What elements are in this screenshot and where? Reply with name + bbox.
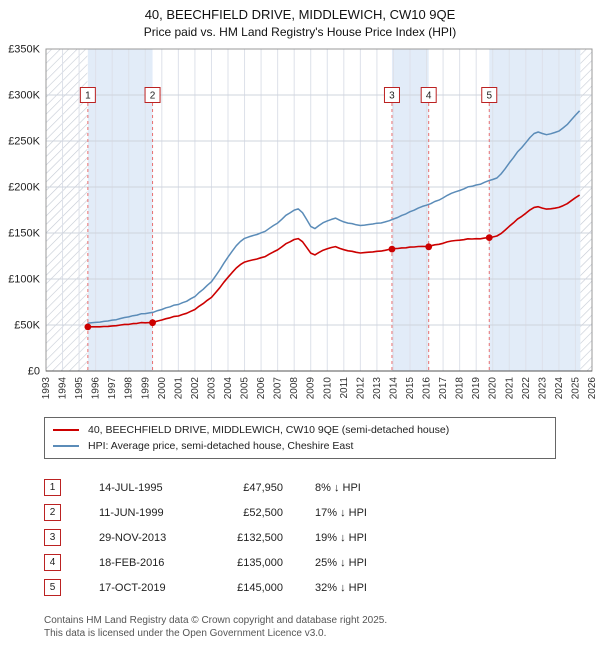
svg-text:2012: 2012 (355, 377, 366, 400)
svg-text:1999: 1999 (140, 377, 151, 400)
svg-text:2008: 2008 (289, 377, 300, 400)
page-title: 40, BEECHFIELD DRIVE, MIDDLEWICH, CW10 9… (144, 7, 456, 22)
svg-text:£50K: £50K (14, 320, 40, 332)
svg-text:2003: 2003 (206, 377, 217, 400)
sale-price: £145,000 (237, 581, 283, 594)
sale-price: £47,950 (243, 481, 283, 494)
svg-text:£100K: £100K (8, 274, 40, 286)
sale-number-badge: 4 (44, 554, 61, 571)
sale-date: 17-OCT-2019 (99, 581, 166, 594)
svg-text:2024: 2024 (554, 377, 565, 400)
svg-text:2014: 2014 (388, 377, 399, 400)
sale-row: 3 29-NOV-2013 £132,500 19% ↓ HPI (44, 525, 600, 550)
svg-text:2004: 2004 (223, 377, 234, 400)
svg-text:5: 5 (486, 91, 492, 102)
sale-price: £135,000 (237, 556, 283, 569)
legend-row-hpi: HPI: Average price, semi-detached house,… (53, 438, 547, 454)
svg-text:2020: 2020 (488, 377, 499, 400)
svg-text:4: 4 (426, 91, 432, 102)
svg-text:£300K: £300K (8, 90, 40, 102)
sale-number-badge: 5 (44, 579, 61, 596)
svg-text:1996: 1996 (91, 377, 102, 400)
sale-vs-hpi: 25% ↓ HPI (315, 556, 367, 569)
svg-text:1995: 1995 (74, 377, 85, 400)
sale-date: 18-FEB-2016 (99, 556, 165, 569)
svg-text:2021: 2021 (504, 377, 515, 400)
svg-text:2: 2 (150, 91, 156, 102)
sale-date: 14-JUL-1995 (99, 481, 163, 494)
legend-row-property: 40, BEECHFIELD DRIVE, MIDDLEWICH, CW10 9… (53, 422, 547, 438)
svg-text:2019: 2019 (471, 377, 482, 400)
svg-text:2022: 2022 (521, 377, 532, 400)
svg-text:2006: 2006 (256, 377, 267, 400)
sale-price: £52,500 (243, 506, 283, 519)
svg-text:2001: 2001 (173, 377, 184, 400)
sale-price: £132,500 (237, 531, 283, 544)
svg-text:1994: 1994 (58, 377, 69, 400)
svg-text:1998: 1998 (124, 377, 135, 400)
svg-text:£150K: £150K (8, 228, 40, 240)
svg-text:2011: 2011 (339, 377, 350, 399)
footer-line1: Contains HM Land Registry data © Crown c… (44, 615, 388, 626)
property-line-swatch (53, 429, 79, 431)
svg-text:1993: 1993 (41, 377, 52, 400)
sale-row: 1 14-JUL-1995 £47,950 8% ↓ HPI (44, 475, 600, 500)
sale-row: 4 18-FEB-2016 £135,000 25% ↓ HPI (44, 550, 600, 575)
svg-text:£250K: £250K (8, 136, 40, 148)
sale-vs-hpi: 32% ↓ HPI (315, 581, 367, 594)
svg-text:2023: 2023 (537, 377, 548, 400)
svg-text:2017: 2017 (438, 377, 449, 400)
svg-text:2018: 2018 (455, 377, 466, 400)
svg-text:2007: 2007 (273, 377, 284, 400)
sale-number-badge: 3 (44, 529, 61, 546)
sale-vs-hpi: 19% ↓ HPI (315, 531, 367, 544)
svg-text:2010: 2010 (322, 377, 333, 400)
svg-text:£200K: £200K (8, 182, 40, 194)
svg-text:2002: 2002 (190, 377, 201, 400)
svg-text:1: 1 (85, 91, 91, 102)
footer: Contains HM Land Registry data © Crown c… (44, 614, 600, 640)
sale-vs-hpi: 8% ↓ HPI (315, 481, 361, 494)
sale-table: 1 14-JUL-1995 £47,950 8% ↓ HPI 2 11-JUN-1999 £… (44, 475, 600, 600)
svg-text:£350K: £350K (8, 44, 40, 56)
svg-text:£0: £0 (28, 366, 40, 378)
svg-text:2000: 2000 (157, 377, 168, 400)
page-subtitle: Price paid vs. HM Land Registry's House … (143, 25, 457, 39)
sale-date: 29-NOV-2013 (99, 531, 167, 544)
legend-label-hpi: HPI: Average price, semi-detached house,… (88, 440, 354, 452)
svg-text:2005: 2005 (240, 377, 251, 400)
price-chart: £0 £50K £100K £150K £200K £250K £300K £350K 1993… (8, 44, 598, 400)
svg-text:3: 3 (389, 91, 395, 102)
sale-date: 11-JUN-1999 (99, 506, 164, 519)
hpi-line-swatch (53, 445, 79, 447)
svg-text:1997: 1997 (107, 377, 118, 400)
svg-text:2016: 2016 (422, 377, 433, 400)
sale-number-badge: 1 (44, 479, 61, 496)
svg-text:2026: 2026 (587, 377, 598, 400)
footer-line2: This data is licensed under the Open Gov… (44, 628, 327, 639)
svg-text:2009: 2009 (306, 377, 317, 400)
svg-text:2025: 2025 (570, 377, 581, 400)
sale-row: 5 17-OCT-2019 £145,000 32% ↓ HPI (44, 575, 600, 600)
sale-vs-hpi: 17% ↓ HPI (315, 506, 367, 519)
svg-text:2015: 2015 (405, 377, 416, 400)
sale-number-badge: 2 (44, 504, 61, 521)
sale-row: 2 11-JUN-1999 £52,500 17% ↓ HPI (44, 500, 600, 525)
svg-text:2013: 2013 (372, 377, 383, 400)
legend: 40, BEECHFIELD DRIVE, MIDDLEWICH, CW10 9… (44, 417, 556, 459)
legend-label-property: 40, BEECHFIELD DRIVE, MIDDLEWICH, CW10 9… (88, 424, 450, 436)
